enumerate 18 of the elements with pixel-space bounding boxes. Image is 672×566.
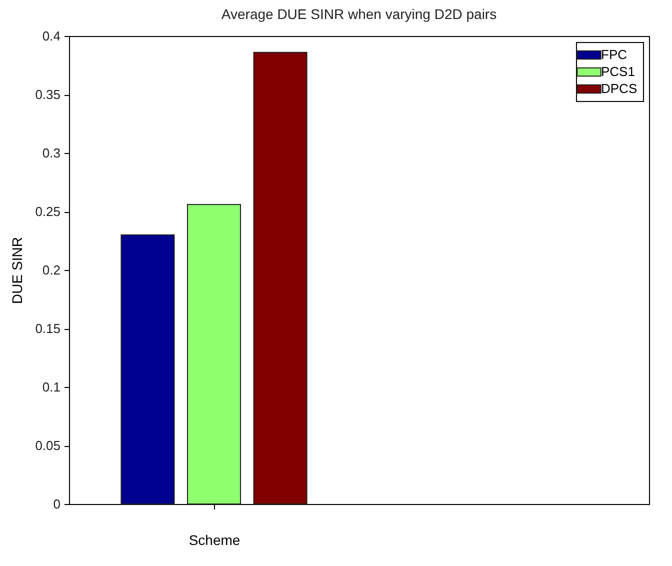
y-tick-label: 0.4 xyxy=(42,28,60,44)
y-tick-label: 0 xyxy=(53,496,60,512)
y-tick-label: 0.35 xyxy=(35,87,60,102)
text: Average DUE SINR when varying D2D pairs xyxy=(221,6,497,22)
y-tick-label: 0.25 xyxy=(35,204,60,219)
legend-label: PCS1 xyxy=(601,64,635,79)
bar xyxy=(186,204,242,504)
legend-label: DPCS xyxy=(601,81,638,96)
bar xyxy=(120,234,175,504)
legend-label: FPC xyxy=(601,47,627,62)
y-tick-label: 0.1 xyxy=(42,380,60,394)
x-axis-title: Scheme xyxy=(188,532,240,548)
y-axis-title: DUE SINR xyxy=(9,237,26,304)
y-tick-label: 0.15 xyxy=(35,321,60,336)
bar xyxy=(253,52,308,504)
y-tick-label: 0.05 xyxy=(35,438,60,453)
y-tick-label: 0.2 xyxy=(42,262,60,278)
y-tick-label: 0.3 xyxy=(42,146,60,160)
